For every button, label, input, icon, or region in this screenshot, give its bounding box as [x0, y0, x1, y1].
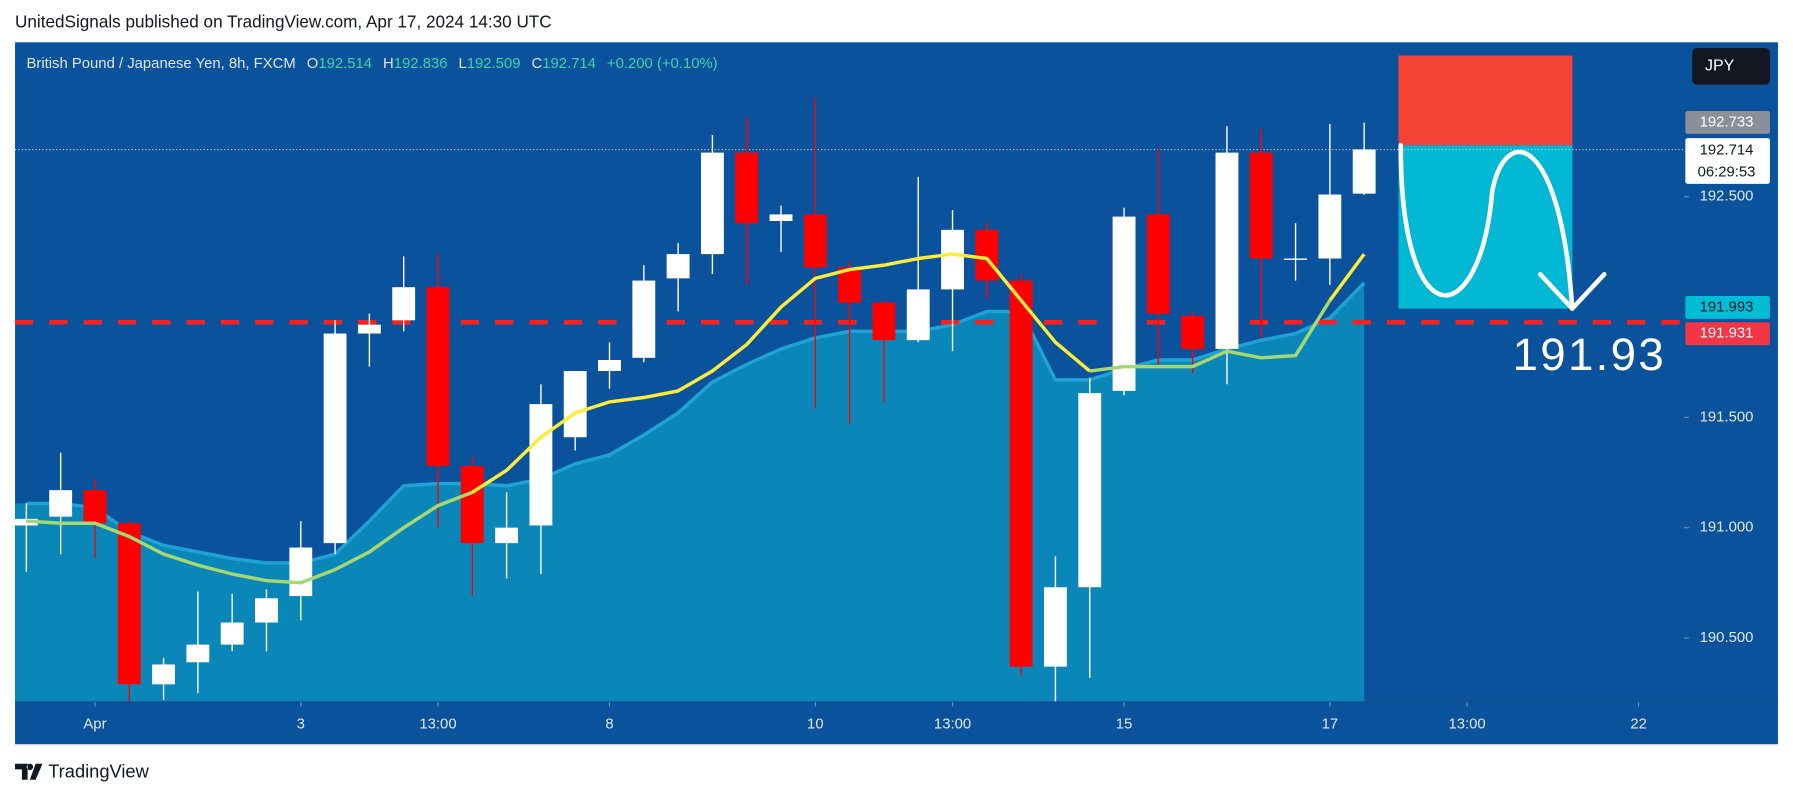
legend-key: L: [459, 56, 467, 72]
y-tick-label: 191.000: [1700, 520, 1754, 536]
x-tick-label: Apr: [83, 717, 106, 733]
candle-body: [152, 664, 176, 685]
candle-body: [975, 229, 999, 281]
legend-key: C: [531, 56, 542, 72]
legend-value: 192.514: [318, 56, 372, 72]
stop-zone: [1398, 55, 1573, 146]
x-tick-label: 10: [807, 717, 824, 733]
x-tick-label: 15: [1116, 717, 1133, 733]
legend-change: +0.200 (+0.10%): [607, 56, 718, 72]
brand-name: TradingView: [48, 761, 149, 782]
candle-body: [495, 527, 519, 544]
candle-body: [1318, 194, 1342, 259]
candle-body: [1249, 152, 1273, 259]
price-countdown: 06:29:53: [1698, 164, 1756, 180]
candle-body: [598, 359, 621, 372]
price-label-bg: [1685, 322, 1770, 346]
area-edge: [26, 281, 1366, 565]
price-label: 192.733: [1700, 114, 1754, 130]
candle-body: [426, 287, 450, 466]
candle-body: [323, 333, 347, 544]
plot-area: [14, 55, 1685, 702]
candle-body: [1044, 587, 1067, 667]
candle-body: [289, 547, 313, 597]
candle-body: [1146, 214, 1170, 314]
projection-arrow: [1398, 143, 1575, 311]
x-tick-label: 13:00: [1448, 717, 1485, 733]
candle-body: [460, 465, 484, 544]
x-tick-label: 13:00: [419, 717, 456, 733]
x-tick-label: 13:00: [934, 717, 971, 733]
price-label: 192.714: [1700, 143, 1754, 159]
ma-line: [471, 252, 1366, 494]
legend-value: 192.509: [467, 56, 521, 72]
legend-value: 192.714: [542, 56, 596, 72]
ma-line: [26, 299, 1332, 585]
candle-body: [666, 254, 690, 279]
candle-body: [1215, 152, 1239, 349]
brand-footer: TradingView: [15, 761, 150, 782]
candle-body: [1009, 280, 1033, 667]
x-tick-label: 17: [1322, 717, 1339, 733]
publish-header: UnitedSignals published on TradingView.c…: [15, 11, 552, 31]
brand-logo: [15, 763, 43, 780]
y-tick-label: 190.500: [1700, 630, 1754, 646]
y-tick-label: 192.500: [1700, 189, 1754, 205]
candle-body: [1078, 393, 1102, 588]
x-tick-label: 8: [605, 717, 613, 733]
candle-body: [1181, 315, 1205, 349]
candle-body: [1352, 149, 1376, 194]
candle-body: [700, 152, 724, 255]
currency-button-label[interactable]: JPY: [1705, 58, 1735, 75]
candle-body: [255, 598, 278, 623]
currency-button[interactable]: JPY: [1692, 48, 1770, 85]
candle-body: [1112, 216, 1136, 391]
candle-body: [529, 404, 553, 526]
candle-body: [49, 490, 73, 517]
candle-body: [392, 287, 416, 321]
currency-button-bg[interactable]: [1692, 48, 1770, 85]
legend-key: O: [307, 56, 319, 72]
candle-body: [357, 324, 381, 334]
candle-body: [769, 214, 793, 222]
candle-body: [220, 622, 244, 645]
candle-body: [563, 371, 587, 438]
candle-body: [632, 280, 656, 358]
candle-body: [803, 214, 827, 268]
candle-body: [83, 490, 107, 524]
price-label-bg: [1685, 138, 1770, 184]
price-label-bg: [1685, 111, 1770, 134]
candle-body: [906, 289, 930, 341]
legend: British Pound / Japanese Yen, 8h, FXCM O…: [26, 56, 717, 72]
x-tick-label: 3: [297, 717, 305, 733]
candle-body: [1284, 258, 1307, 260]
annotation: 191.93: [1513, 329, 1667, 380]
candle-body: [872, 302, 896, 341]
projection-arrow-head: [1537, 272, 1607, 311]
candle-body: [186, 644, 210, 663]
price-label-bg: [1685, 296, 1770, 319]
candle-body: [838, 267, 862, 303]
x-tick-label: 22: [1630, 717, 1647, 733]
candle-body: [735, 152, 759, 224]
legend-key: H: [383, 56, 394, 72]
candle-body: [117, 523, 141, 685]
candle-body: [941, 229, 964, 290]
y-tick-label: 191.500: [1700, 409, 1754, 425]
price-label: 191.993: [1700, 299, 1754, 315]
legend-value: 192.836: [394, 56, 448, 72]
legend-symbol: British Pound / Japanese Yen, 8h, FXCM: [26, 56, 295, 72]
price-label: 191.931: [1700, 326, 1754, 342]
